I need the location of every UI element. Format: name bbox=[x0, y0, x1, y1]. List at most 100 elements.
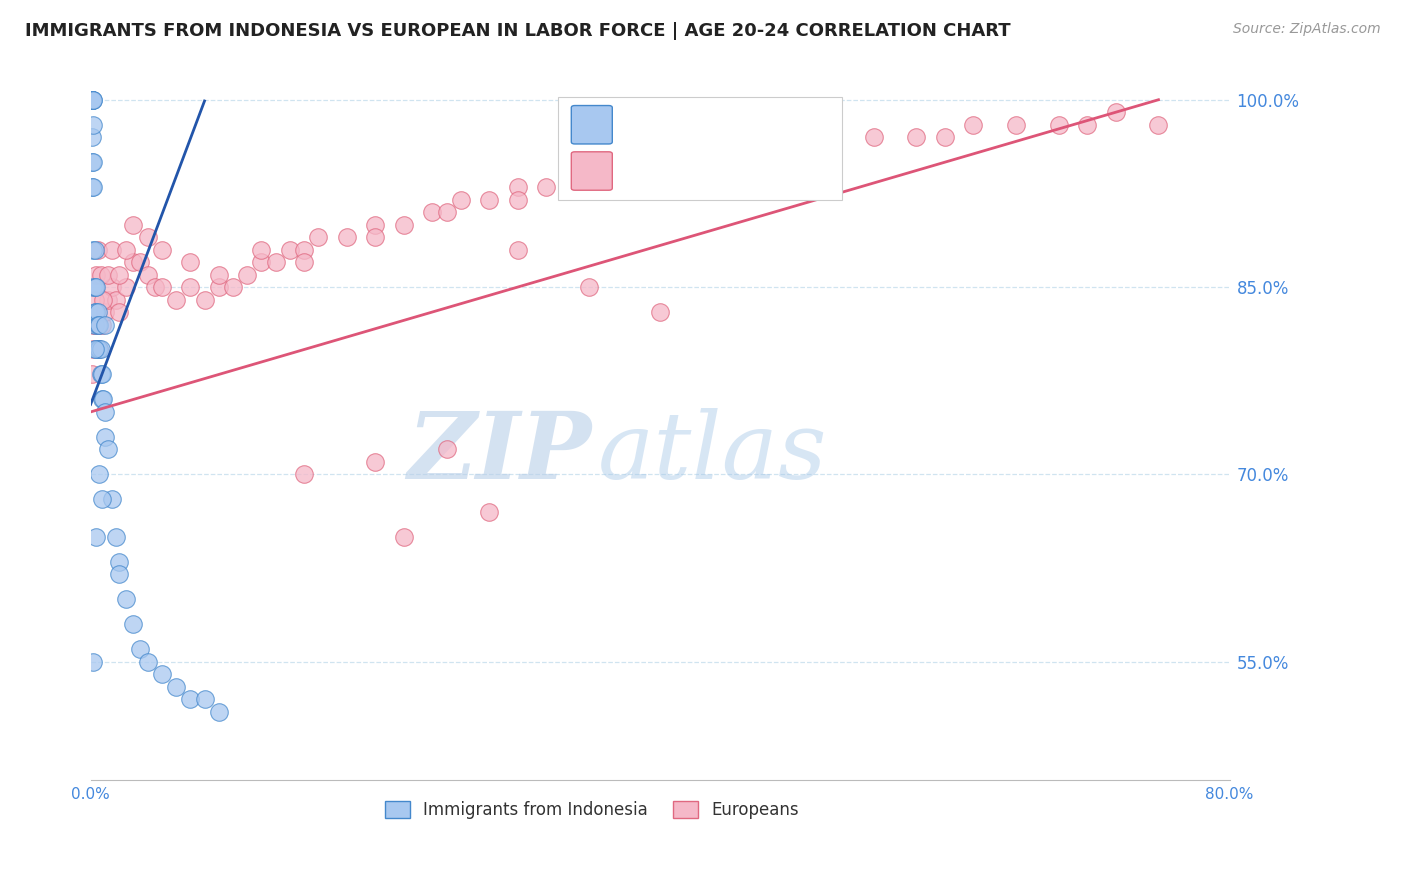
Point bbox=[208, 268, 231, 282]
FancyBboxPatch shape bbox=[571, 105, 612, 144]
Point bbox=[165, 293, 187, 307]
Point bbox=[87, 318, 110, 332]
Point bbox=[84, 280, 107, 294]
Point bbox=[650, 168, 672, 182]
Point bbox=[820, 130, 842, 145]
Point bbox=[97, 293, 120, 307]
Point bbox=[1047, 118, 1070, 132]
FancyBboxPatch shape bbox=[558, 97, 842, 200]
Point bbox=[578, 180, 600, 194]
Point bbox=[620, 155, 643, 169]
Point bbox=[84, 305, 107, 319]
Point bbox=[108, 305, 131, 319]
Point bbox=[89, 343, 111, 357]
Point bbox=[108, 567, 131, 582]
Point bbox=[80, 155, 103, 169]
Point bbox=[80, 180, 103, 194]
Point bbox=[905, 130, 928, 145]
Point bbox=[94, 305, 117, 319]
Point bbox=[1076, 118, 1098, 132]
Point bbox=[82, 93, 104, 107]
Point bbox=[101, 280, 124, 294]
Point bbox=[436, 205, 458, 219]
Point bbox=[420, 205, 443, 219]
FancyBboxPatch shape bbox=[571, 152, 612, 190]
Point bbox=[84, 305, 107, 319]
Point bbox=[307, 230, 329, 244]
Point bbox=[84, 530, 107, 544]
Point bbox=[82, 118, 104, 132]
Point bbox=[578, 280, 600, 294]
Point bbox=[89, 467, 111, 482]
Point bbox=[83, 318, 105, 332]
Point bbox=[82, 155, 104, 169]
Point bbox=[506, 243, 529, 257]
Point bbox=[143, 280, 166, 294]
Point bbox=[115, 243, 138, 257]
Point bbox=[506, 193, 529, 207]
Point bbox=[136, 655, 159, 669]
Point bbox=[165, 680, 187, 694]
Point bbox=[962, 118, 984, 132]
Point bbox=[91, 392, 114, 407]
Point bbox=[87, 243, 110, 257]
Point bbox=[364, 455, 387, 469]
Point bbox=[236, 268, 259, 282]
Point bbox=[136, 230, 159, 244]
Point bbox=[364, 230, 387, 244]
Point bbox=[90, 268, 112, 282]
Point bbox=[80, 93, 103, 107]
Point bbox=[97, 442, 120, 457]
Point bbox=[150, 243, 173, 257]
Point bbox=[90, 368, 112, 382]
Point bbox=[80, 93, 103, 107]
Point bbox=[278, 243, 301, 257]
Point bbox=[450, 193, 472, 207]
Point bbox=[80, 368, 103, 382]
Point bbox=[179, 692, 201, 706]
Point bbox=[80, 93, 103, 107]
Point bbox=[536, 180, 558, 194]
Point bbox=[80, 93, 103, 107]
Point bbox=[115, 280, 138, 294]
Point bbox=[122, 617, 145, 632]
Point bbox=[193, 692, 215, 706]
Point bbox=[122, 255, 145, 269]
Point bbox=[80, 93, 103, 107]
Point bbox=[101, 492, 124, 507]
Point bbox=[97, 268, 120, 282]
Point bbox=[208, 705, 231, 719]
Legend: Immigrants from Indonesia, Europeans: Immigrants from Indonesia, Europeans bbox=[378, 794, 806, 825]
Point bbox=[193, 293, 215, 307]
Point bbox=[364, 218, 387, 232]
Point bbox=[1105, 105, 1128, 120]
Point bbox=[792, 130, 814, 145]
Point bbox=[150, 280, 173, 294]
Point bbox=[292, 255, 315, 269]
Point bbox=[392, 530, 415, 544]
Point bbox=[506, 180, 529, 194]
Point bbox=[83, 293, 105, 307]
Text: R = 0.652   N = 85: R = 0.652 N = 85 bbox=[626, 162, 810, 180]
Point bbox=[122, 218, 145, 232]
Point bbox=[862, 130, 884, 145]
Point bbox=[84, 343, 107, 357]
Text: ZIP: ZIP bbox=[408, 408, 592, 498]
Point bbox=[578, 168, 600, 182]
Point bbox=[82, 280, 104, 294]
Point bbox=[84, 268, 107, 282]
Point bbox=[90, 343, 112, 357]
Point bbox=[82, 343, 104, 357]
Text: IMMIGRANTS FROM INDONESIA VS EUROPEAN IN LABOR FORCE | AGE 20-24 CORRELATION CHA: IMMIGRANTS FROM INDONESIA VS EUROPEAN IN… bbox=[25, 22, 1011, 40]
Text: atlas: atlas bbox=[598, 408, 827, 498]
Point bbox=[129, 255, 152, 269]
Point bbox=[87, 305, 110, 319]
Point bbox=[650, 305, 672, 319]
Point bbox=[720, 143, 742, 157]
Point bbox=[763, 130, 786, 145]
Point bbox=[89, 343, 111, 357]
Point bbox=[392, 218, 415, 232]
Point bbox=[91, 492, 114, 507]
Point bbox=[292, 467, 315, 482]
Point bbox=[87, 343, 110, 357]
